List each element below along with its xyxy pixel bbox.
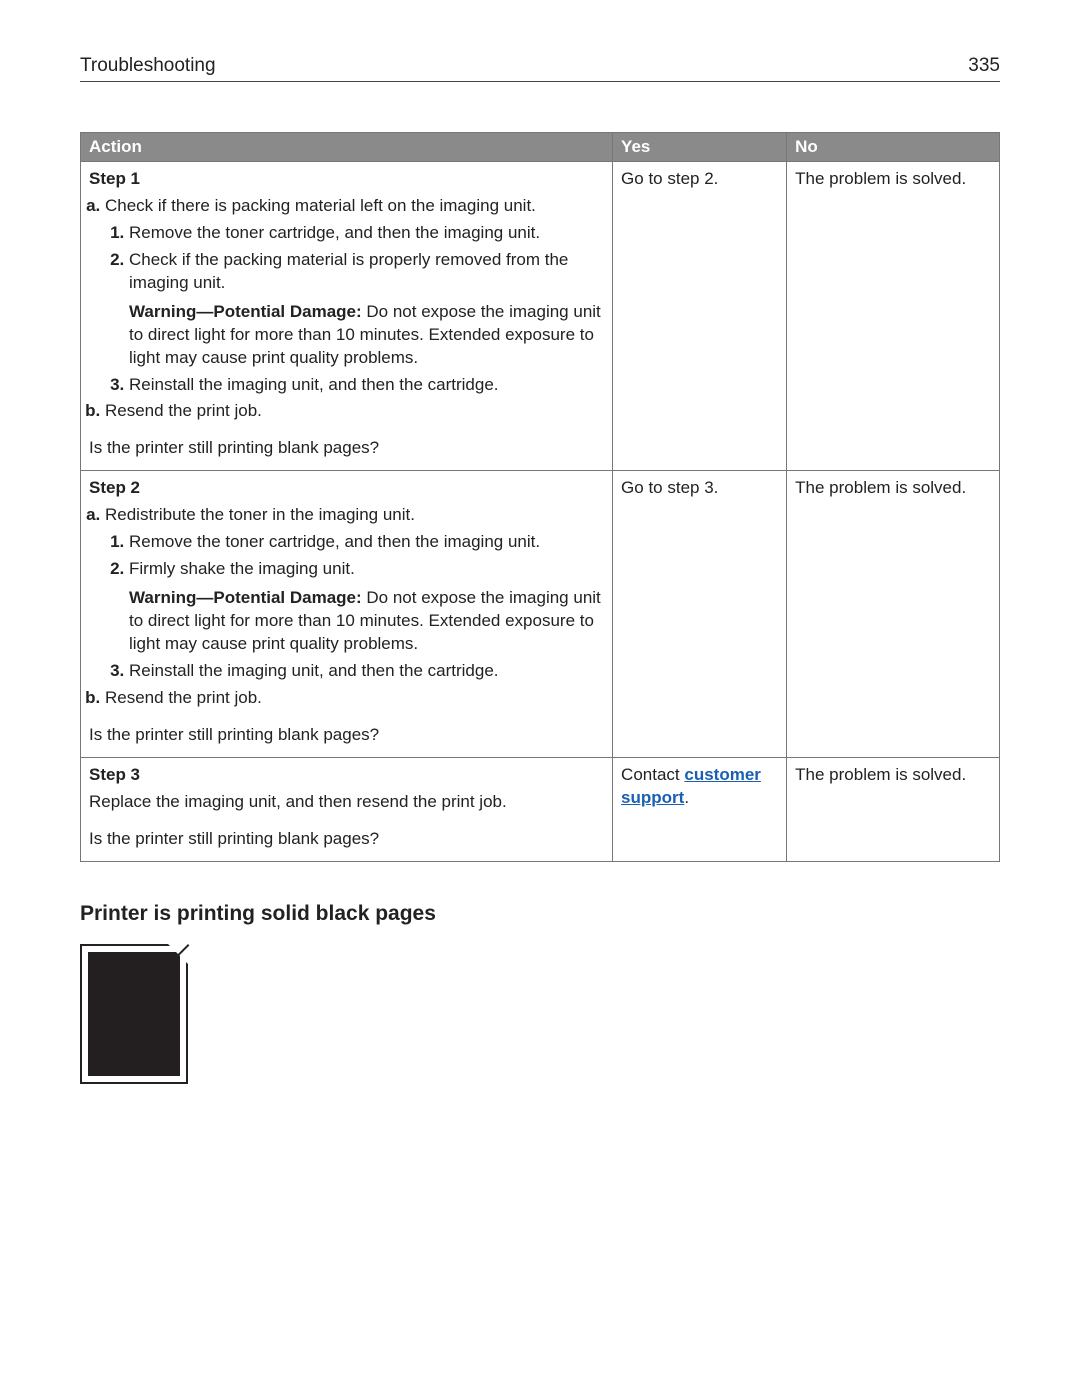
cell-action: Step 1 Check if there is packing materia… — [81, 162, 613, 471]
solid-black-page-icon — [80, 944, 188, 1084]
header-title: Troubleshooting — [80, 55, 216, 77]
cell-no: The problem is solved. — [787, 162, 1000, 471]
step-question: Is the printer still printing blank page… — [89, 828, 604, 851]
step-a-text: Check if there is packing material left … — [105, 196, 536, 215]
step-a-text: Redistribute the toner in the imaging un… — [105, 505, 415, 524]
th-no: No — [787, 133, 1000, 162]
yes-prefix: Contact — [621, 765, 684, 784]
step-title: Step 2 — [89, 477, 604, 500]
cell-action: Step 2 Redistribute the toner in the ima… — [81, 471, 613, 757]
table-row: Step 1 Check if there is packing materia… — [81, 162, 1000, 471]
step-a-2: Check if the packing material is properl… — [129, 249, 604, 370]
cell-yes: Go to step 3. — [613, 471, 787, 757]
step-b: Resend the print job. — [105, 687, 604, 710]
warning-label: Warning—Potential Damage: — [129, 588, 362, 607]
step-title: Step 1 — [89, 168, 604, 191]
th-action: Action — [81, 133, 613, 162]
step-a: Check if there is packing material left … — [105, 195, 604, 397]
step-body: Replace the imaging unit, and then resen… — [89, 791, 604, 814]
troubleshoot-table: Action Yes No Step 1 Check if there is p… — [80, 132, 1000, 862]
cell-yes: Go to step 2. — [613, 162, 787, 471]
page: Troubleshooting 335 Action Yes No Step 1 — [0, 0, 1080, 1397]
page-header: Troubleshooting 335 — [80, 55, 1000, 82]
step-a-3: Reinstall the imaging unit, and then the… — [129, 374, 604, 397]
warning-label: Warning—Potential Damage: — [129, 302, 362, 321]
step-a-1: Remove the toner cartridge, and then the… — [129, 222, 604, 245]
table-row: Step 2 Redistribute the toner in the ima… — [81, 471, 1000, 757]
table-header-row: Action Yes No — [81, 133, 1000, 162]
th-yes: Yes — [613, 133, 787, 162]
warning: Warning—Potential Damage: Do not expose … — [129, 587, 604, 656]
section-heading: Printer is printing solid black pages — [80, 902, 1000, 926]
step-a-2-text: Firmly shake the imaging unit. — [129, 559, 355, 578]
step-a-2: Firmly shake the imaging unit. Warning—P… — [129, 558, 604, 656]
step-question: Is the printer still printing blank page… — [89, 724, 604, 747]
step-a-1: Remove the toner cartridge, and then the… — [129, 531, 604, 554]
yes-suffix: . — [684, 788, 689, 807]
table-row: Step 3 Replace the imaging unit, and the… — [81, 757, 1000, 861]
cell-no: The problem is solved. — [787, 757, 1000, 861]
step-a-3: Reinstall the imaging unit, and then the… — [129, 660, 604, 683]
warning: Warning—Potential Damage: Do not expose … — [129, 301, 604, 370]
step-question: Is the printer still printing blank page… — [89, 437, 604, 460]
page-number: 335 — [968, 55, 1000, 77]
step-title: Step 3 — [89, 764, 604, 787]
cell-action: Step 3 Replace the imaging unit, and the… — [81, 757, 613, 861]
cell-yes: Contact customer support. — [613, 757, 787, 861]
step-a-2-text: Check if the packing material is properl… — [129, 250, 568, 292]
cell-no: The problem is solved. — [787, 471, 1000, 757]
step-b: Resend the print job. — [105, 400, 604, 423]
step-a: Redistribute the toner in the imaging un… — [105, 504, 604, 683]
